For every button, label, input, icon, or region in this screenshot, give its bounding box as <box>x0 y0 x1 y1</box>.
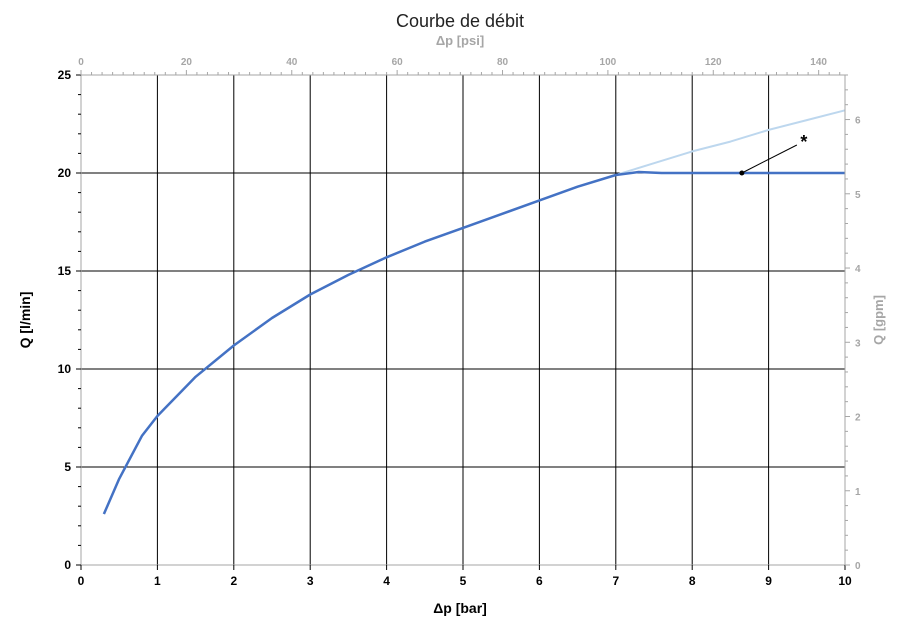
x2-tick-label: 20 <box>181 57 193 68</box>
x-tick-label: 1 <box>154 574 161 588</box>
y-axis-label: Q [l/min] <box>17 292 33 349</box>
x2-tick-label: 60 <box>392 57 404 68</box>
annotation-leader <box>741 144 798 174</box>
y-tick-label: 20 <box>58 166 72 180</box>
x2-tick-label: 40 <box>286 57 298 68</box>
x-tick-label: 3 <box>307 574 314 588</box>
series-lines <box>102 109 846 515</box>
y-tick-label: 10 <box>58 362 72 376</box>
x-axis-label: Δp [bar] <box>433 600 487 616</box>
x-tick-label: 8 <box>689 574 696 588</box>
y2-tick-label: 6 <box>855 116 861 127</box>
y2-tick-label: 1 <box>855 487 861 498</box>
y2-tick-label: 3 <box>855 338 861 349</box>
right-axis-label: Q [gpm] <box>871 295 886 345</box>
x-tick-label: 7 <box>612 574 619 588</box>
annotation-label: * <box>800 132 807 152</box>
y-tick-label: 0 <box>64 558 71 572</box>
y2-tick-label: 5 <box>855 190 861 201</box>
y2-tick-label: 0 <box>855 561 861 572</box>
x-tick-label: 6 <box>536 574 543 588</box>
x2-tick-label: 120 <box>705 57 722 68</box>
x-tick-label: 4 <box>383 574 390 588</box>
x-tick-label: 2 <box>230 574 237 588</box>
x-tick-label: 9 <box>765 574 772 588</box>
x-tick-label: 5 <box>460 574 467 588</box>
x2-tick-label: 140 <box>810 57 827 68</box>
y2-tick-label: 4 <box>855 264 861 275</box>
x2-tick-label: 0 <box>78 57 84 68</box>
y-tick-label: 15 <box>58 264 72 278</box>
chart-title: Courbe de débit <box>396 11 524 31</box>
y2-tick-label: 2 <box>855 413 861 424</box>
y-tick-label: 5 <box>64 460 71 474</box>
y-tick-label: 25 <box>58 68 72 82</box>
x2-tick-label: 100 <box>600 57 617 68</box>
x-tick-label: 0 <box>78 574 85 588</box>
annotation-dot <box>739 170 745 176</box>
series-line-2 <box>102 170 845 515</box>
annotations: * <box>739 132 807 176</box>
top-axis-label: Δp [psi] <box>436 33 484 48</box>
x2-tick-label: 80 <box>497 57 509 68</box>
x-tick-label: 10 <box>838 574 852 588</box>
